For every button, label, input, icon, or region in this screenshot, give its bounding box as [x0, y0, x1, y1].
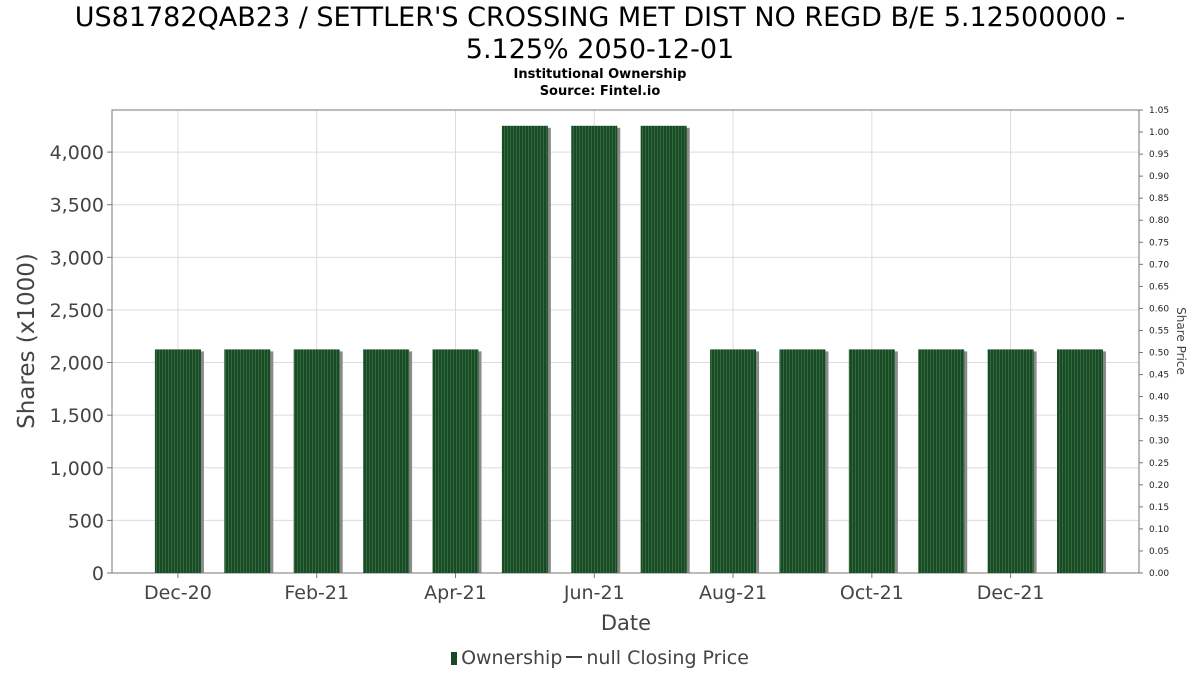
y2-axis: 0.00 0.05 0.10 0.15 0.20 0.25 0.30 0.35 0.40 0.45…: [1139, 106, 1169, 579]
bar: [571, 125, 618, 573]
ownership-legend-label: Ownership: [461, 647, 563, 669]
y-tick-label: 3,500: [50, 195, 104, 217]
bar-2021-05: [501, 125, 551, 573]
y2-tick-label: 0.30: [1149, 437, 1169, 447]
bars: [154, 125, 1107, 573]
bar: [848, 349, 895, 573]
bar-2021-10: [848, 349, 898, 573]
bar: [224, 349, 271, 573]
y2-tick-label: 0.25: [1149, 459, 1169, 469]
bar: [640, 125, 687, 573]
y-tick-label: 0: [92, 563, 104, 585]
chart-subtitle-1: Institutional Ownership: [513, 67, 687, 82]
y2-tick-label: 0.70: [1149, 260, 1169, 270]
y-tick-label: 1,500: [50, 405, 104, 427]
y2-tick-label: 0.90: [1149, 172, 1169, 182]
y2-tick-label: 0.95: [1149, 150, 1169, 160]
y2-tick-label: 0.65: [1149, 282, 1169, 292]
y2-tick-label: 0.55: [1149, 326, 1169, 336]
bar-2021-06: [571, 125, 621, 573]
bar-2021-08: [710, 349, 760, 573]
y2-tick-label: 0.40: [1149, 393, 1169, 403]
y-tick-label: 4,000: [50, 142, 104, 164]
price-legend-line: [566, 656, 583, 658]
bar-2021-12: [987, 349, 1037, 573]
y-axis-label: Shares (x1000): [14, 253, 40, 429]
plot-area: [111, 109, 1140, 574]
x-axis: Dec-20 Feb-21 Apr-21 Jun-21 Aug-21 Oct-21 Dec-…: [144, 573, 1045, 604]
bar-2021-02: [293, 349, 343, 573]
x-tick-label: Dec-20: [144, 582, 212, 604]
x-axis-label: Date: [601, 611, 651, 635]
bar-2020-12: [154, 349, 204, 573]
x-tick-label: Jun-21: [563, 582, 625, 604]
chart-title: US81782QAB23 / SETTLER'S CROSSING MET DI…: [74, 2, 1126, 65]
bar: [432, 349, 479, 573]
bar: [710, 349, 757, 573]
bar: [987, 349, 1034, 573]
y2-tick-label: 0.15: [1149, 503, 1169, 513]
bar: [154, 349, 201, 573]
y2-tick-label: 0.45: [1149, 371, 1169, 381]
bar: [501, 125, 548, 573]
x-tick-label: Feb-21: [284, 582, 349, 604]
bar-2021-01: [224, 349, 274, 573]
bar: [1057, 349, 1104, 573]
y2-tick-label: 0.50: [1149, 349, 1169, 359]
y2-tick-label: 0.60: [1149, 304, 1169, 314]
y2-tick-label: 0.10: [1149, 525, 1169, 535]
bar-2021-07: [640, 125, 690, 573]
y-tick-label: 500: [68, 510, 104, 532]
y2-tick-label: 0.35: [1149, 415, 1169, 425]
y-tick-label: 1,000: [50, 458, 104, 480]
price-legend-label: null Closing Price: [586, 647, 749, 669]
bar-2021-09: [779, 349, 829, 573]
bar: [363, 349, 410, 573]
y2-tick-label: 0.85: [1149, 194, 1169, 204]
y2-tick-label: 0.75: [1149, 238, 1169, 248]
y2-tick-label: 0.05: [1149, 547, 1169, 557]
y-tick-label: 3,000: [50, 247, 104, 269]
bar: [779, 349, 826, 573]
y-tick-label: 2,500: [50, 300, 104, 322]
x-tick-label: Oct-21: [840, 582, 904, 604]
bar-2021-04: [432, 349, 482, 573]
x-tick-label: Dec-21: [977, 582, 1045, 604]
y2-tick-label: 1.05: [1149, 106, 1169, 116]
y2-axis-label: Share Price: [1174, 307, 1188, 375]
y-tick-label: 2,000: [50, 353, 104, 375]
bar: [918, 349, 965, 573]
ownership-legend-swatch: [451, 652, 458, 665]
bar-2021-11: [918, 349, 968, 573]
y2-tick-label: 0.20: [1149, 481, 1169, 491]
y-axis: 0 500 1,000 1,500 2,000 2,500 3,000 3,500 4,000: [50, 142, 112, 585]
y2-tick-label: 0.80: [1149, 216, 1169, 226]
chart-subtitle-2: Source: Fintel.io: [539, 84, 661, 99]
bar-2022-01: [1057, 349, 1107, 573]
chart-legend: Ownership null Closing Price: [0, 647, 1200, 669]
y2-tick-label: 0.00: [1149, 569, 1169, 579]
bar: [293, 349, 340, 573]
y2-tick-label: 1.00: [1149, 128, 1169, 138]
bar-2021-03: [363, 349, 413, 573]
x-tick-label: Apr-21: [424, 582, 487, 604]
x-tick-label: Aug-21: [699, 582, 767, 604]
